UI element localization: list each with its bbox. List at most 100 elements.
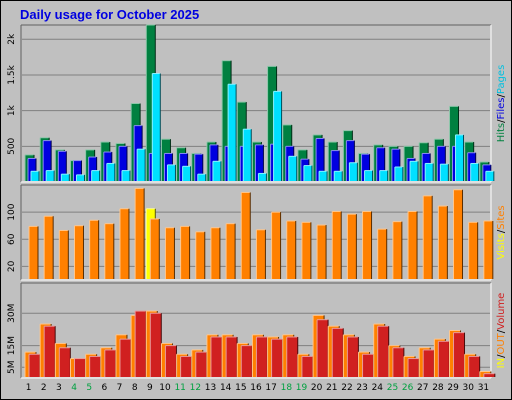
bar-sites-day-6: [104, 223, 115, 279]
bar-out-day-24: [377, 325, 390, 377]
bar-sites-day-29: [453, 189, 464, 279]
bar-sites-day-26-fill: [408, 211, 418, 279]
bar-pages-day-3: [60, 173, 70, 181]
bar-pages-day-18: [288, 155, 298, 181]
bar-out-day-6-fill: [104, 349, 116, 377]
day-label-29: 29: [447, 383, 459, 393]
bar-out-day-20: [316, 319, 329, 377]
bar-sites-day-9: [149, 218, 160, 279]
bar-out-day-16: [255, 336, 268, 377]
bar-sites-day-23: [362, 210, 373, 279]
bar-files-day-12-fill: [194, 154, 203, 181]
bar-pages-day-19-fill: [303, 165, 312, 181]
legend-part: Sites: [496, 205, 507, 229]
bar-sites-day-18-fill: [286, 220, 296, 279]
bar-out-day-31: [483, 373, 496, 377]
bar-sites-day-24: [377, 228, 388, 279]
bar-out-day-15-fill: [241, 345, 253, 377]
bar-pages-day-8: [136, 148, 146, 181]
panel-3-y-tick-label: 30M: [7, 304, 17, 323]
bar-sites-day-13: [210, 227, 221, 279]
bar-out-day-23: [362, 353, 375, 377]
bar-sites-day-12: [195, 231, 206, 279]
legend-part: /: [496, 354, 507, 358]
bar-sites-day-19-fill: [301, 222, 311, 279]
bar-pages-day-3-fill: [61, 174, 70, 181]
bar-out-day-26-fill: [408, 358, 420, 377]
bar-sites-day-20: [316, 224, 327, 279]
bar-pages-day-24: [379, 170, 389, 181]
bar-out-day-21: [331, 327, 344, 377]
bar-sites-day-17-fill: [271, 212, 281, 279]
bar-sites-day-11: [180, 225, 191, 279]
bar-pages-day-2: [45, 170, 55, 181]
legend-part: /: [496, 229, 507, 233]
bar-pages-day-5-fill: [91, 170, 100, 181]
bar-out-day-22-fill: [347, 336, 359, 377]
bar-sites-day-2: [43, 215, 54, 279]
bar-out-day-19: [301, 355, 314, 377]
bar-pages-day-26-fill: [410, 161, 419, 181]
bar-sites-day-2-fill: [44, 216, 54, 279]
bar-pages-day-6: [106, 162, 116, 181]
bar-pages-day-23-fill: [364, 170, 373, 181]
bar-pages-day-20: [318, 170, 328, 181]
bar-pages-day-19: [303, 165, 313, 181]
bar-out-day-16-fill: [256, 336, 268, 377]
bar-pages-day-15: [242, 128, 252, 181]
bar-sites-day-18: [286, 220, 297, 279]
panel-2-series-legend: Visits/Sites: [496, 205, 507, 259]
bar-pages-day-8-fill: [137, 149, 146, 181]
bar-sites-day-10-fill: [165, 227, 175, 279]
bar-pages-day-22-fill: [349, 162, 358, 181]
bar-pages-day-30-fill: [470, 163, 479, 181]
day-label-23: 23: [356, 383, 367, 393]
bar-sites-day-20-fill: [317, 225, 327, 279]
bar-files-day-16-fill: [255, 144, 264, 181]
bar-files-day-20-fill: [316, 138, 325, 181]
bar-out-day-1-fill: [29, 354, 40, 377]
bar-sites-day-5-fill: [89, 220, 99, 279]
bar-out-day-9-fill: [150, 313, 162, 377]
bar-sites-day-31: [483, 220, 494, 279]
day-label-3: 3: [56, 383, 62, 393]
legend-part: Volume: [496, 293, 507, 330]
day-label-6: 6: [102, 383, 108, 393]
legend-part: Files: [496, 98, 507, 120]
bar-out-day-10-fill: [165, 345, 177, 377]
day-label-22: 22: [341, 383, 352, 393]
bar-pages-day-31: [485, 170, 495, 181]
bar-files-day-23-fill: [361, 154, 370, 181]
bar-sites-day-14-fill: [226, 223, 236, 279]
bar-pages-day-1: [30, 170, 40, 181]
bar-sites-day-31-fill: [483, 220, 493, 279]
bar-pages-day-14: [227, 83, 237, 181]
bar-pages-day-1-fill: [31, 171, 39, 181]
bar-out-day-7-fill: [119, 339, 131, 377]
bar-sites-day-7: [119, 208, 130, 279]
day-label-11: 11: [174, 383, 185, 393]
bar-out-day-15: [240, 345, 253, 377]
day-label-9: 9: [147, 383, 153, 393]
bar-hits-day-15-fill: [237, 102, 247, 181]
bar-pages-day-30: [470, 162, 480, 181]
bar-sites-day-8: [134, 187, 145, 279]
bar-out-day-27: [422, 349, 435, 377]
bar-sites-day-11-fill: [180, 226, 190, 279]
bar-pages-day-5: [91, 170, 101, 181]
bar-pages-day-12: [197, 173, 207, 181]
bar-out-day-2-fill: [44, 326, 56, 377]
bar-files-day-22-fill: [346, 140, 355, 181]
bar-pages-day-29-fill: [455, 134, 464, 181]
bar-out-day-8-fill: [135, 311, 147, 377]
bar-files-day-25: [391, 148, 401, 181]
bar-pages-day-16-fill: [258, 173, 267, 181]
bar-out-day-1: [28, 353, 41, 377]
bar-out-day-22: [346, 336, 359, 377]
bar-out-day-12-fill: [195, 352, 207, 377]
panel-1-y-tick-label: 1.5k: [7, 64, 17, 84]
bar-pages-day-17-fill: [273, 91, 282, 181]
bar-out-day-11-fill: [180, 356, 192, 377]
bar-sites-day-8-fill: [135, 188, 145, 279]
